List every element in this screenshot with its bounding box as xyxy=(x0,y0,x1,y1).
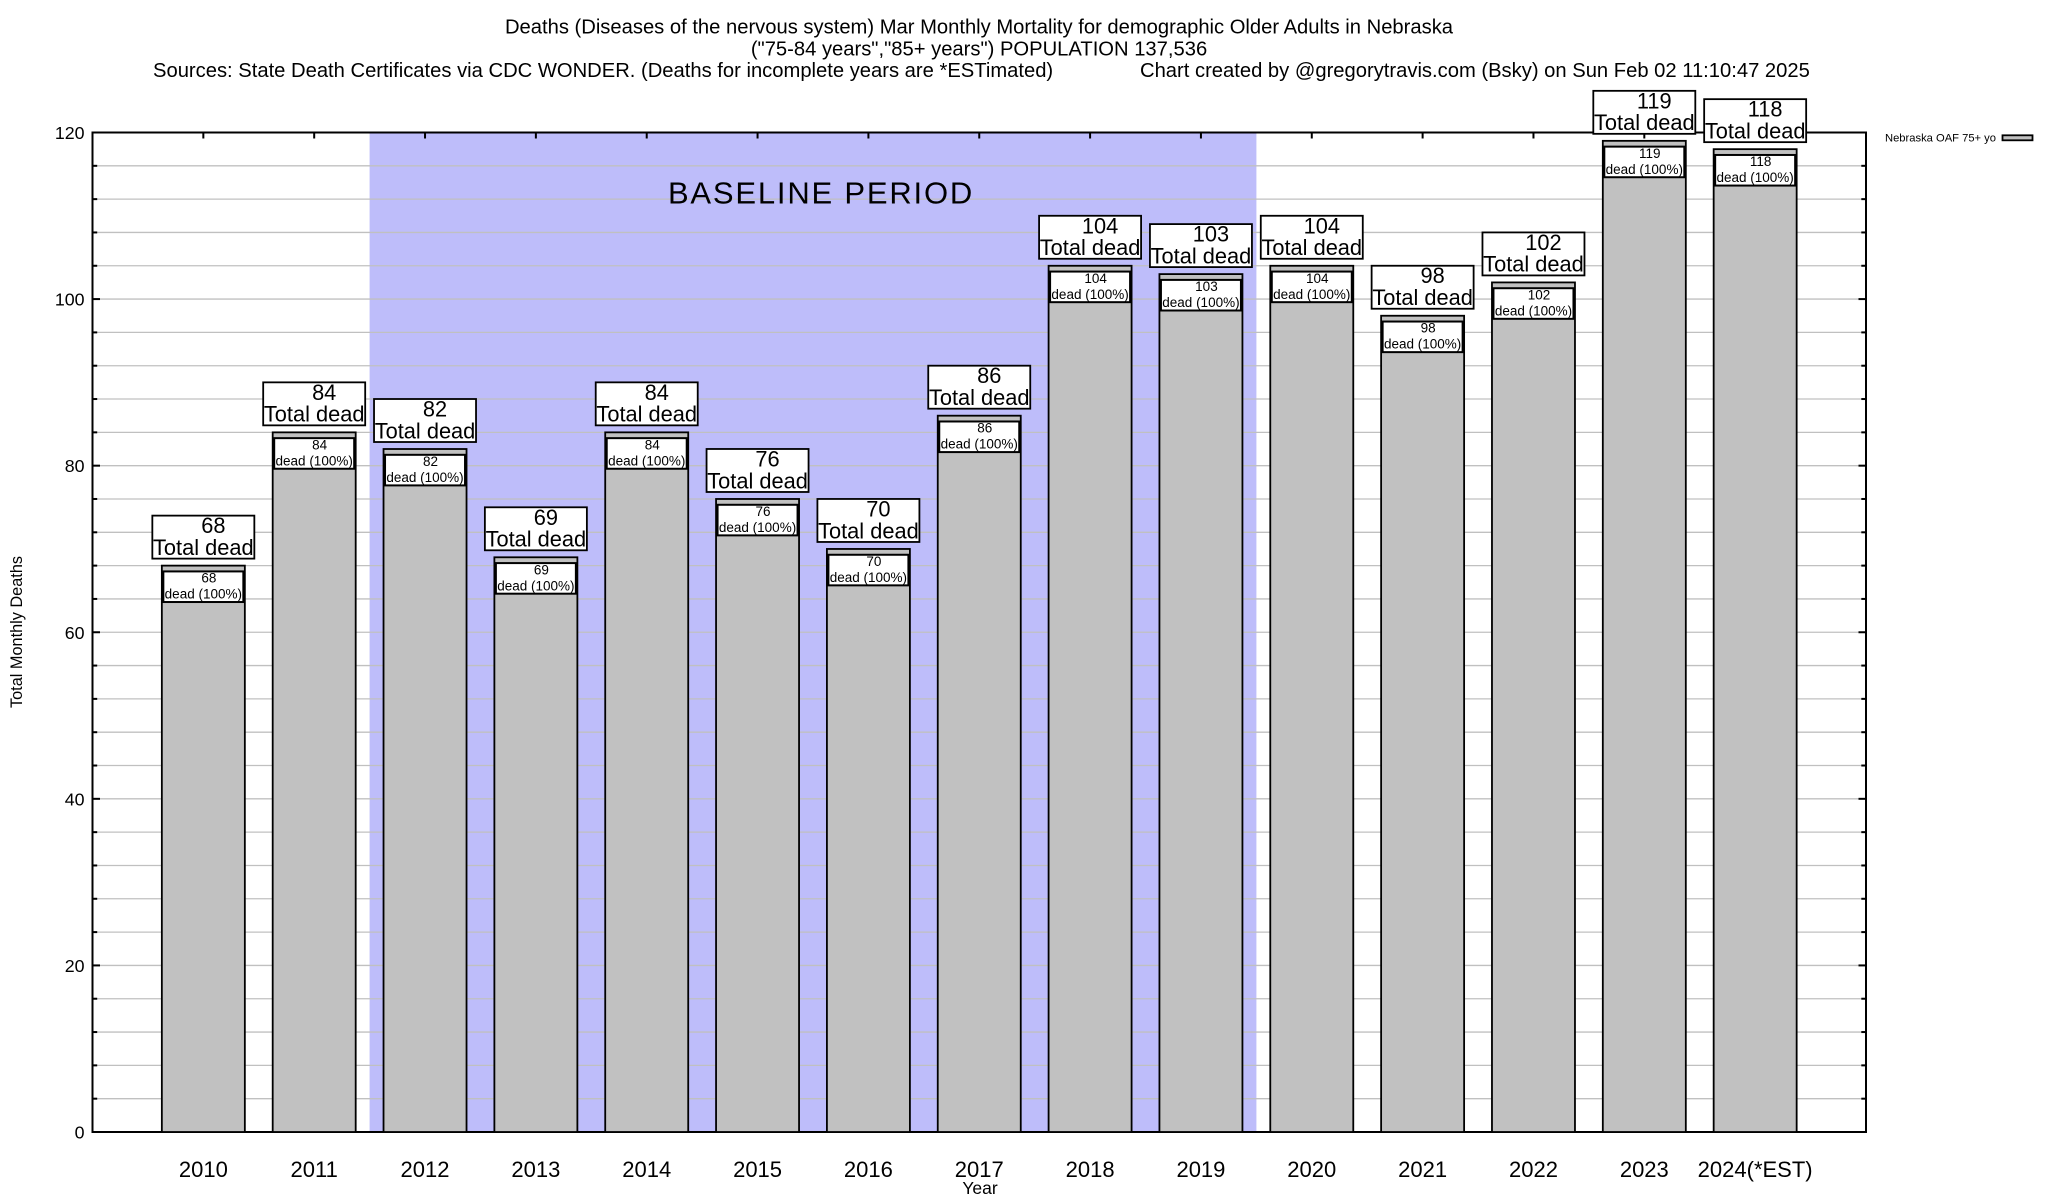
svg-text:Total Monthly Deaths: Total Monthly Deaths xyxy=(8,556,26,708)
svg-text:("75-84 years","85+ years") PO: ("75-84 years","85+ years") POPULATION 1… xyxy=(751,39,1207,61)
svg-text:2016: 2016 xyxy=(844,1157,893,1182)
svg-text:104: 104 xyxy=(1306,271,1329,286)
svg-text:102: 102 xyxy=(1525,230,1561,255)
svg-text:82: 82 xyxy=(423,397,447,422)
svg-text:2013: 2013 xyxy=(511,1157,560,1182)
svg-text:Chart created by @gregorytravi: Chart created by @gregorytravis.com (Bsk… xyxy=(1140,60,1810,82)
svg-text:dead (100%): dead (100%) xyxy=(1495,303,1572,318)
svg-text:82: 82 xyxy=(423,454,438,469)
svg-text:2017: 2017 xyxy=(955,1157,1004,1182)
svg-text:Total dead: Total dead xyxy=(1483,252,1584,277)
svg-text:84: 84 xyxy=(645,437,661,452)
svg-text:Total dead: Total dead xyxy=(596,402,697,427)
svg-text:119: 119 xyxy=(1637,88,1672,113)
svg-text:69: 69 xyxy=(534,505,558,530)
svg-text:Deaths (Diseases of the nervou: Deaths (Diseases of the nervous system) … xyxy=(505,17,1454,39)
svg-text:dead (100%): dead (100%) xyxy=(1273,287,1350,302)
svg-text:Total dead: Total dead xyxy=(1594,110,1695,135)
svg-text:84: 84 xyxy=(645,380,669,405)
svg-text:104: 104 xyxy=(1084,271,1107,286)
svg-text:104: 104 xyxy=(1304,213,1340,238)
svg-text:2011: 2011 xyxy=(291,1157,338,1182)
svg-text:Total dead: Total dead xyxy=(929,385,1030,410)
svg-text:Total dead: Total dead xyxy=(818,518,919,543)
svg-text:dead (100%): dead (100%) xyxy=(941,437,1018,452)
svg-text:84: 84 xyxy=(312,437,328,452)
svg-text:103: 103 xyxy=(1193,222,1229,247)
svg-text:dead (100%): dead (100%) xyxy=(1717,170,1794,185)
svg-text:dead (100%): dead (100%) xyxy=(1384,337,1461,352)
svg-text:dead (100%): dead (100%) xyxy=(719,520,796,535)
svg-text:Total dead: Total dead xyxy=(1151,243,1252,268)
svg-text:2020: 2020 xyxy=(1287,1157,1336,1182)
svg-text:Total dead: Total dead xyxy=(486,527,587,552)
svg-text:Total dead: Total dead xyxy=(1040,235,1141,260)
svg-text:68: 68 xyxy=(201,513,225,538)
svg-text:102: 102 xyxy=(1528,287,1551,302)
svg-text:86: 86 xyxy=(977,421,992,436)
svg-text:76: 76 xyxy=(756,504,771,519)
svg-text:Total dead: Total dead xyxy=(707,468,808,493)
svg-text:2010: 2010 xyxy=(179,1157,228,1182)
svg-text:dead (100%): dead (100%) xyxy=(608,453,685,468)
svg-text:Total dead: Total dead xyxy=(1261,235,1362,260)
svg-text:dead (100%): dead (100%) xyxy=(276,453,353,468)
svg-text:2019: 2019 xyxy=(1176,1157,1225,1182)
svg-text:dead (100%): dead (100%) xyxy=(1606,162,1683,177)
svg-text:Total dead: Total dead xyxy=(153,535,254,560)
svg-text:0: 0 xyxy=(75,1123,85,1143)
svg-text:dead (100%): dead (100%) xyxy=(497,578,574,593)
svg-text:2012: 2012 xyxy=(401,1157,450,1182)
svg-text:Total dead: Total dead xyxy=(375,418,476,443)
svg-text:76: 76 xyxy=(755,446,779,471)
svg-text:dead (100%): dead (100%) xyxy=(1051,287,1128,302)
svg-text:2024(*EST): 2024(*EST) xyxy=(1698,1157,1813,1182)
svg-text:84: 84 xyxy=(312,380,336,405)
svg-text:2023: 2023 xyxy=(1620,1157,1669,1182)
svg-text:40: 40 xyxy=(65,789,85,809)
svg-text:118: 118 xyxy=(1750,154,1772,169)
svg-text:2018: 2018 xyxy=(1066,1157,1115,1182)
svg-text:Nebraska OAF 75+ yo: Nebraska OAF 75+ yo xyxy=(1885,133,1996,145)
svg-text:20: 20 xyxy=(65,956,85,976)
svg-text:118: 118 xyxy=(1748,97,1783,122)
svg-text:Total dead: Total dead xyxy=(1372,285,1473,310)
svg-text:dead (100%): dead (100%) xyxy=(1162,295,1239,310)
svg-text:98: 98 xyxy=(1420,263,1444,288)
svg-text:Year: Year xyxy=(962,1178,998,1198)
svg-text:dead (100%): dead (100%) xyxy=(386,470,463,485)
svg-text:120: 120 xyxy=(55,123,85,143)
svg-text:Total dead: Total dead xyxy=(264,402,365,427)
svg-text:119: 119 xyxy=(1639,146,1661,161)
svg-text:dead (100%): dead (100%) xyxy=(165,587,242,602)
svg-text:98: 98 xyxy=(1421,321,1436,336)
svg-text:70: 70 xyxy=(866,496,890,521)
svg-text:104: 104 xyxy=(1082,213,1118,238)
svg-text:Total dead: Total dead xyxy=(1705,118,1806,143)
svg-text:103: 103 xyxy=(1195,279,1218,294)
svg-text:2014: 2014 xyxy=(622,1157,671,1182)
svg-text:2022: 2022 xyxy=(1509,1157,1558,1182)
svg-text:69: 69 xyxy=(534,562,549,577)
svg-text:Sources: State Death Certifica: Sources: State Death Certificates via CD… xyxy=(153,60,1053,82)
svg-text:68: 68 xyxy=(201,571,216,586)
svg-text:80: 80 xyxy=(65,456,85,476)
svg-text:BASELINE PERIOD: BASELINE PERIOD xyxy=(668,176,974,211)
svg-text:100: 100 xyxy=(55,290,85,310)
svg-text:70: 70 xyxy=(866,554,881,569)
svg-text:60: 60 xyxy=(65,623,85,643)
svg-text:dead (100%): dead (100%) xyxy=(830,570,907,585)
svg-text:2021: 2021 xyxy=(1398,1157,1447,1182)
svg-text:86: 86 xyxy=(977,363,1001,388)
svg-text:2015: 2015 xyxy=(733,1157,782,1182)
